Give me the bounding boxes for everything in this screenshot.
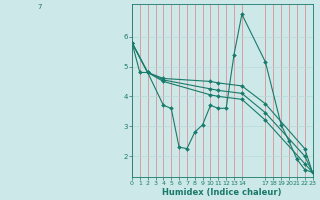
Text: 7: 7 — [37, 4, 42, 10]
X-axis label: Humidex (Indice chaleur): Humidex (Indice chaleur) — [163, 188, 282, 197]
